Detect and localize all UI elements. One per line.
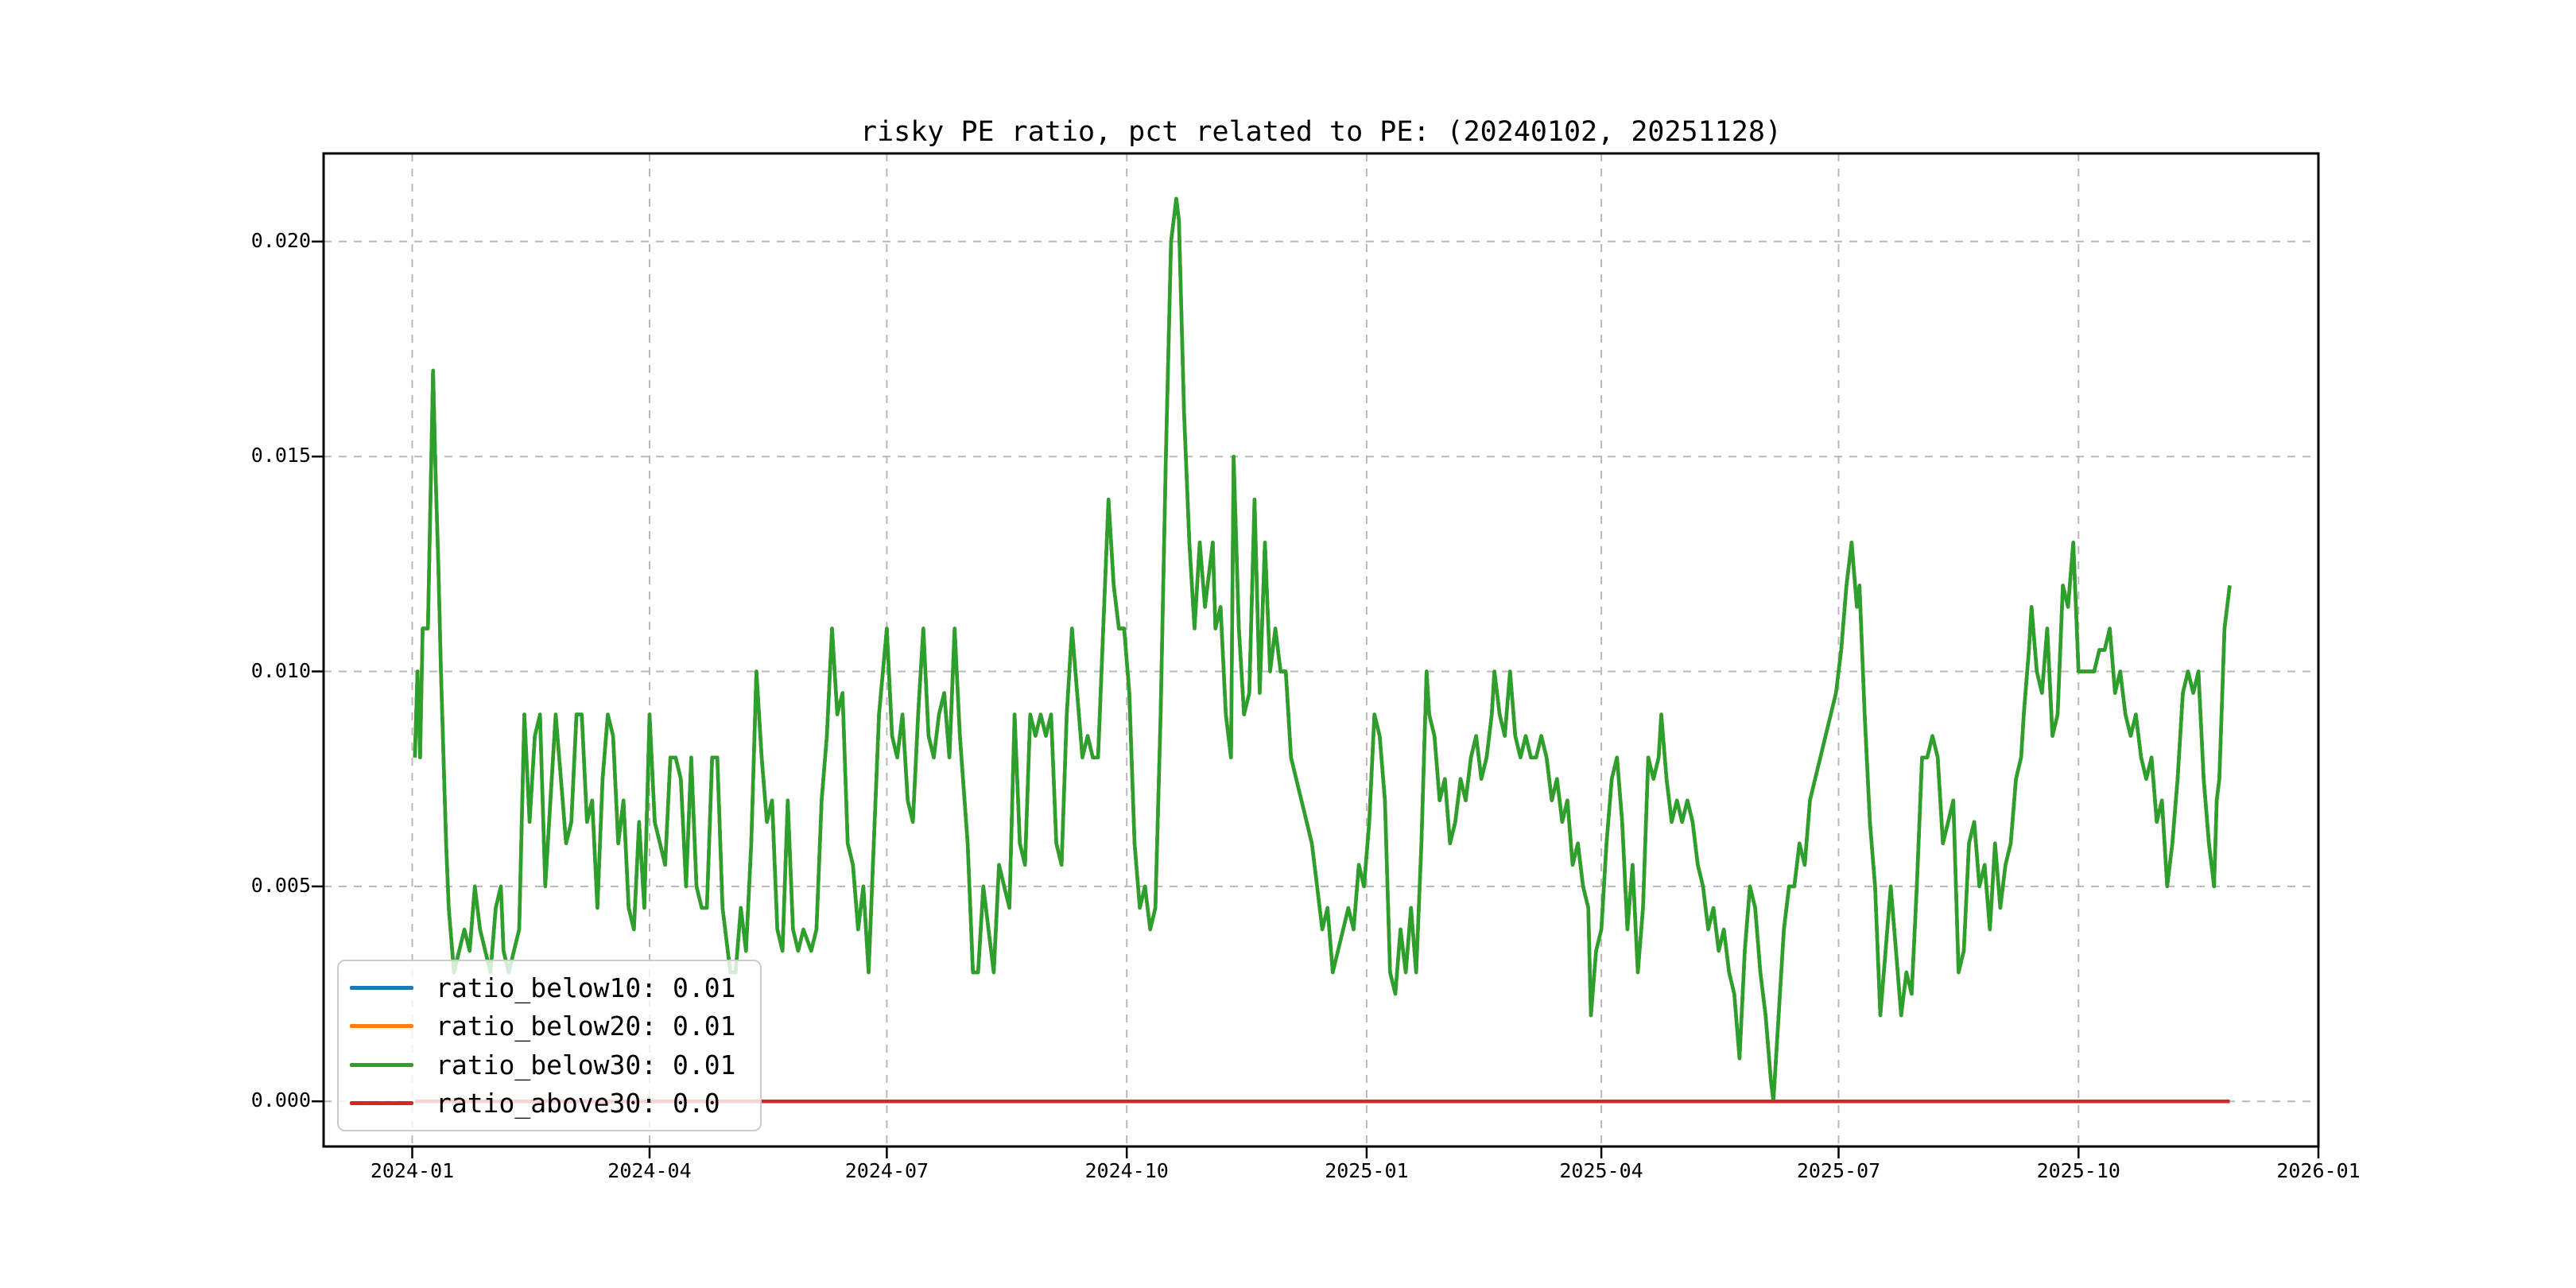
legend-label-ratio_below30: ratio_below30: 0.01 <box>436 1049 736 1080</box>
x-tick-label-2024-01: 2024-01 <box>370 1159 455 1182</box>
legend-label-ratio_below20: ratio_below20: 0.01 <box>436 1011 736 1042</box>
legend-item-ratio_below10: ratio_below10: 0.01 <box>339 972 760 1003</box>
legend-label-ratio_below10: ratio_below10: 0.01 <box>436 972 736 1003</box>
x-tick-label-2025-04: 2025-04 <box>1559 1159 1643 1182</box>
x-tick-label-2025-01: 2025-01 <box>1325 1159 1409 1182</box>
x-tick-label-2025-07: 2025-07 <box>1796 1159 1881 1182</box>
y-tick-label-0.015: 0.015 <box>250 444 311 467</box>
chart-title: risky PE ratio, pct related to PE: (2024… <box>860 116 1782 148</box>
legend: ratio_below10: 0.01 ratio_below20: 0.01 … <box>337 960 762 1131</box>
legend-swatch-ratio_below20 <box>350 1024 413 1029</box>
x-tick-label-2025-10: 2025-10 <box>2036 1159 2120 1182</box>
y-tick-label-0.020: 0.020 <box>250 228 311 252</box>
y-tick-label-0.000: 0.000 <box>250 1088 311 1112</box>
legend-swatch-ratio_below10 <box>350 985 413 990</box>
x-tick-label-2024-04: 2024-04 <box>607 1159 692 1182</box>
legend-item-ratio_below30: ratio_below30: 0.01 <box>339 1049 760 1080</box>
legend-item-ratio_below20: ratio_below20: 0.01 <box>339 1011 760 1042</box>
y-tick-label-0.010: 0.010 <box>250 658 311 682</box>
legend-label-ratio_above30: ratio_above30: 0.0 <box>436 1088 720 1119</box>
legend-item-ratio_above30: ratio_above30: 0.0 <box>339 1088 760 1119</box>
legend-swatch-ratio_below30 <box>350 1062 413 1067</box>
legend-swatch-ratio_above30 <box>350 1101 413 1106</box>
y-tick-label-0.005: 0.005 <box>250 873 311 897</box>
plot-frame <box>322 152 2320 1148</box>
x-tick-label-2026-01: 2026-01 <box>2276 1159 2361 1182</box>
x-tick-label-2024-07: 2024-07 <box>844 1159 929 1182</box>
x-tick-label-2024-10: 2024-10 <box>1084 1159 1169 1182</box>
series-line-ratio_below30 <box>413 196 2232 1104</box>
